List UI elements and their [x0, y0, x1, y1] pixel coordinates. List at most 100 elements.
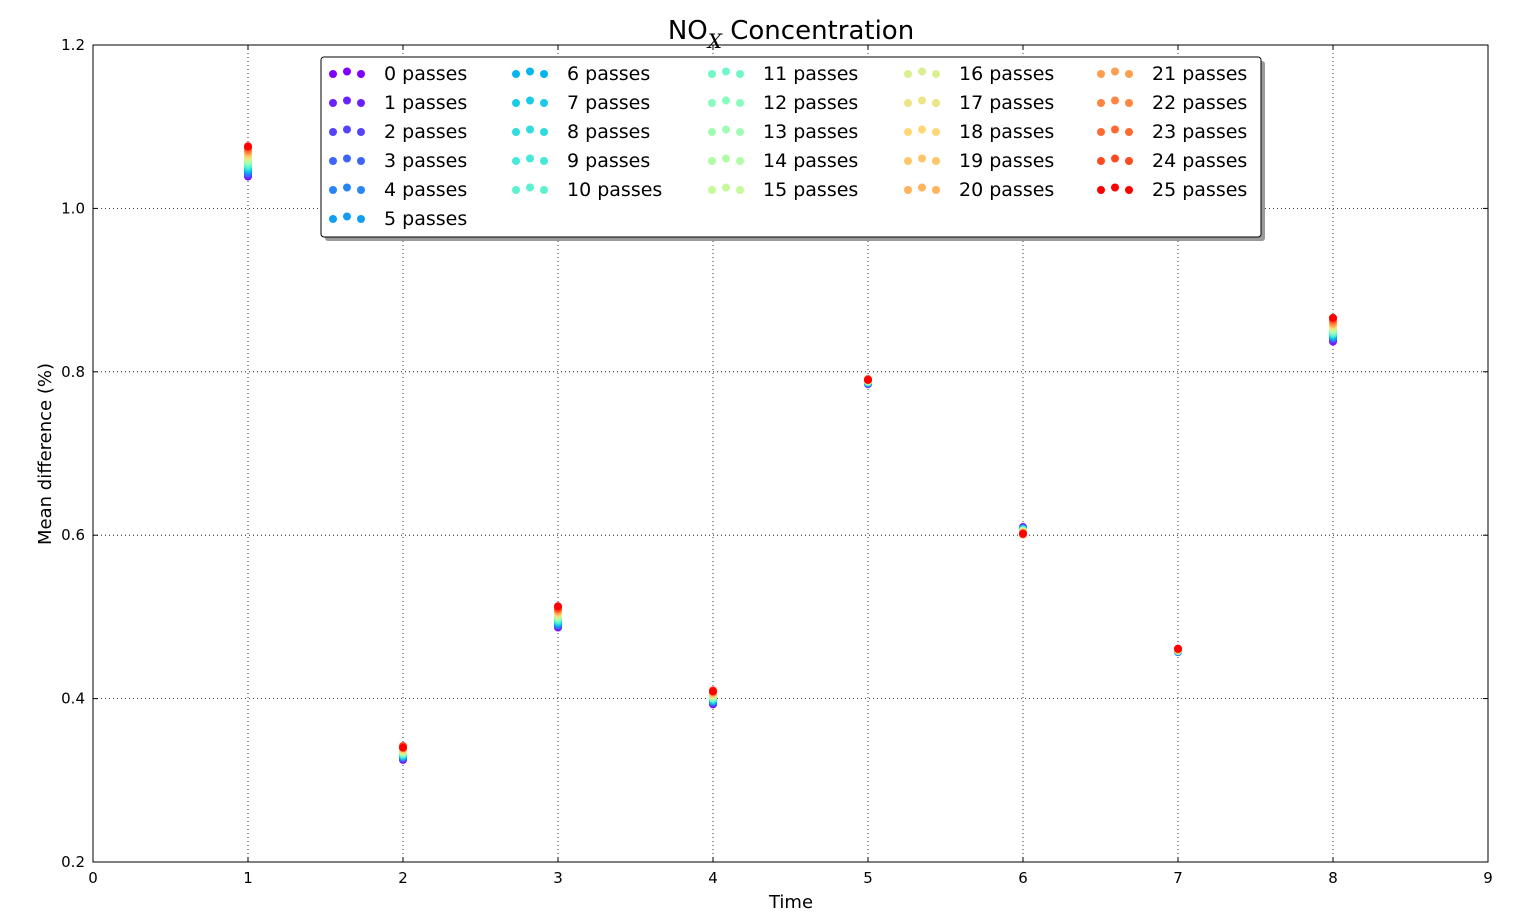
legend-marker: [526, 96, 534, 105]
legend-label: 10 passes: [567, 179, 662, 201]
data-point: [709, 687, 717, 696]
y-tick-labels: 0.2 0.4 0.6 0.8 1.0 1.2: [61, 36, 85, 871]
legend-marker: [343, 67, 351, 76]
legend-entry: 17 passes: [904, 92, 1054, 114]
series-points: [244, 161, 1337, 759]
legend-marker: [932, 157, 940, 165]
legend-marker: [526, 154, 534, 163]
legend-label: 6 passes: [567, 63, 650, 85]
legend-marker: [1125, 186, 1133, 194]
legend-label: 22 passes: [1152, 92, 1247, 114]
series-points: [244, 170, 1337, 763]
legend-entry: 1 passes: [329, 92, 467, 114]
series-points: [244, 142, 1337, 752]
series-points: [244, 154, 1337, 755]
y-tick-label: 1.2: [61, 36, 85, 54]
legend-label: 7 passes: [567, 92, 650, 114]
data-point: [399, 743, 407, 752]
legend-label: 2 passes: [384, 121, 467, 143]
legend-entry: 8 passes: [512, 121, 650, 143]
legend-entry: 19 passes: [904, 150, 1054, 172]
legend-marker: [918, 154, 926, 163]
legend-marker: [357, 128, 365, 136]
legend-marker: [918, 96, 926, 105]
legend-entry: 24 passes: [1097, 150, 1247, 172]
series-points: [244, 159, 1337, 758]
legend-entry: 15 passes: [708, 179, 858, 201]
legend-marker: [1097, 157, 1105, 165]
legend-marker: [904, 128, 912, 136]
legend-marker: [1125, 70, 1133, 78]
series-points: [244, 169, 1337, 762]
legend-marker: [932, 186, 940, 194]
series-points: [244, 157, 1337, 757]
legend-marker: [904, 186, 912, 194]
legend-marker: [932, 128, 940, 136]
legend-entry: 23 passes: [1097, 121, 1247, 143]
legend-label: 3 passes: [384, 150, 467, 172]
legend-label: 15 passes: [763, 179, 858, 201]
legend-marker: [1111, 96, 1119, 105]
legend-marker: [1097, 186, 1105, 194]
legend-marker: [343, 154, 351, 163]
legend-marker: [1111, 67, 1119, 76]
legend-label: 19 passes: [959, 150, 1054, 172]
legend-marker: [540, 186, 548, 194]
legend-marker: [512, 157, 520, 165]
y-axis-label: Mean difference (%): [35, 363, 56, 545]
legend-marker: [918, 67, 926, 76]
legend-marker: [1097, 128, 1105, 136]
legend-marker: [329, 128, 337, 136]
legend-entry: 4 passes: [329, 179, 467, 201]
data-point: [554, 602, 562, 611]
data-point: [1019, 529, 1027, 538]
x-tick-label: 0: [88, 869, 98, 887]
legend-label: 0 passes: [384, 63, 467, 85]
legend-marker: [329, 215, 337, 223]
legend-marker: [343, 125, 351, 134]
legend-marker: [918, 125, 926, 134]
legend-label: 11 passes: [763, 63, 858, 85]
legend-marker: [722, 154, 730, 163]
legend-marker: [540, 70, 548, 78]
x-tick-label: 8: [1328, 869, 1338, 887]
legend-marker: [904, 70, 912, 78]
x-tick-label: 9: [1483, 869, 1493, 887]
legend-marker: [708, 70, 716, 78]
data-point: [1174, 644, 1182, 653]
legend-marker: [343, 212, 351, 221]
x-tick-label: 7: [1173, 869, 1183, 887]
series-points: [244, 165, 1337, 760]
x-tick-label: 5: [863, 869, 873, 887]
legend-marker: [526, 183, 534, 192]
legend-label: 18 passes: [959, 121, 1054, 143]
data-points: [244, 142, 1337, 764]
series-points: [244, 171, 1337, 764]
legend-label: 25 passes: [1152, 179, 1247, 201]
legend-marker: [1111, 183, 1119, 192]
legend-label: 1 passes: [384, 92, 467, 114]
legend-entry: 22 passes: [1097, 92, 1247, 114]
legend-entry: 13 passes: [708, 121, 858, 143]
legend-marker: [708, 157, 716, 165]
legend-marker: [708, 99, 716, 107]
legend-entry: 11 passes: [708, 63, 858, 85]
legend-marker: [1111, 125, 1119, 134]
series-points: [244, 167, 1337, 762]
x-axis-label: Time: [768, 892, 813, 913]
legend-marker: [526, 67, 534, 76]
legend-label: 24 passes: [1152, 150, 1247, 172]
series-points: [244, 155, 1337, 756]
legend-label: 16 passes: [959, 63, 1054, 85]
legend-entry: 2 passes: [329, 121, 467, 143]
legend-marker: [512, 186, 520, 194]
x-tick-label: 4: [708, 869, 718, 887]
legend-entry: 14 passes: [708, 150, 858, 172]
legend-marker: [918, 183, 926, 192]
legend-entry: 7 passes: [512, 92, 650, 114]
legend-entry: 20 passes: [904, 179, 1054, 201]
legend: 0 passes 1 passes 2 passes 3 passes 4 passes…: [320, 56, 1265, 241]
y-tick-label: 0.8: [61, 363, 85, 381]
series-points: [244, 152, 1337, 755]
